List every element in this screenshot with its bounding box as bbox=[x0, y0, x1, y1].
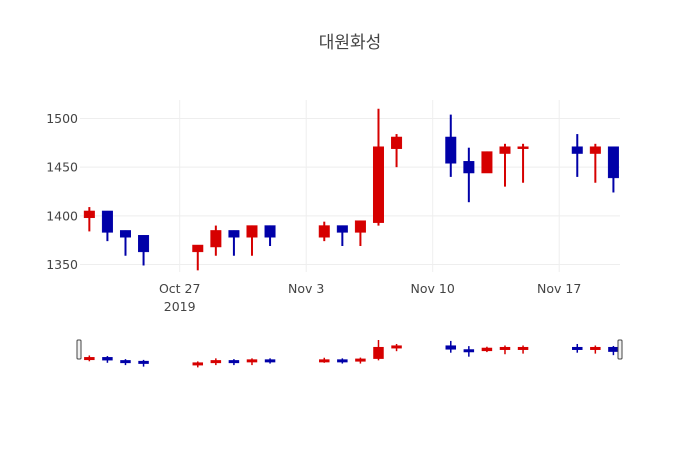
candle-body bbox=[228, 230, 240, 238]
y-tick-label: 1350 bbox=[46, 257, 78, 272]
candle-body bbox=[119, 230, 131, 238]
candle[interactable] bbox=[228, 230, 240, 256]
y-gridlines bbox=[80, 118, 620, 265]
range-slider[interactable] bbox=[76, 339, 623, 368]
candle[interactable] bbox=[119, 230, 131, 256]
candle-body bbox=[445, 136, 457, 164]
candle[interactable] bbox=[336, 225, 348, 247]
mini-candle bbox=[246, 358, 258, 366]
candle-body bbox=[336, 225, 348, 233]
candle-body bbox=[463, 161, 475, 174]
mini-candle bbox=[517, 345, 529, 354]
candle[interactable] bbox=[83, 207, 95, 232]
mini-candle bbox=[499, 345, 511, 355]
candle-body bbox=[101, 210, 113, 233]
candle[interactable] bbox=[481, 151, 493, 174]
candle[interactable] bbox=[210, 225, 222, 256]
x-axis-tick-labels: Oct 27 2019 Nov 3 Nov 10 Nov 17 bbox=[159, 281, 581, 314]
candle-body bbox=[318, 225, 330, 238]
candle-body bbox=[138, 235, 150, 253]
mini-candle bbox=[445, 340, 457, 353]
mini-candle bbox=[138, 359, 149, 367]
main-plot-candles[interactable] bbox=[83, 108, 619, 271]
candle[interactable] bbox=[372, 108, 384, 226]
candle-body bbox=[571, 146, 583, 154]
mini-candle bbox=[391, 343, 402, 352]
x-gridlines bbox=[179, 100, 560, 272]
candle[interactable] bbox=[463, 147, 475, 203]
mini-candle bbox=[264, 358, 276, 364]
candle-body bbox=[246, 225, 258, 238]
mini-candle bbox=[337, 358, 348, 364]
candle-body bbox=[264, 225, 276, 238]
candle-body bbox=[517, 146, 529, 149]
candle[interactable] bbox=[318, 221, 330, 242]
x-tick-year-label: 2019 bbox=[164, 299, 196, 314]
candle[interactable] bbox=[354, 220, 366, 247]
candle-body bbox=[481, 151, 493, 174]
mini-candle bbox=[355, 357, 366, 364]
candle[interactable] bbox=[101, 210, 113, 242]
mini-candle bbox=[102, 356, 113, 363]
y-tick-label: 1450 bbox=[46, 160, 78, 175]
x-tick-label: Nov 3 bbox=[288, 281, 324, 296]
mini-candle bbox=[319, 357, 330, 363]
x-tick-label: Oct 27 bbox=[159, 281, 201, 296]
candle[interactable] bbox=[138, 235, 150, 266]
mini-candle bbox=[590, 345, 601, 354]
candle-body bbox=[210, 230, 222, 248]
range-slider-preview-candles bbox=[84, 340, 619, 368]
y-tick-label: 1400 bbox=[46, 208, 78, 223]
mini-candle bbox=[120, 359, 131, 366]
x-tick-label: Nov 17 bbox=[537, 281, 581, 296]
candle[interactable] bbox=[445, 114, 457, 177]
candle[interactable] bbox=[517, 143, 529, 183]
candle[interactable] bbox=[499, 143, 511, 187]
candle[interactable] bbox=[192, 244, 204, 271]
x-tick-label: Nov 10 bbox=[411, 281, 455, 296]
candle-body bbox=[354, 220, 366, 233]
chart-title: 대원화성 bbox=[319, 33, 382, 53]
candle[interactable] bbox=[264, 225, 276, 247]
candle-body bbox=[192, 244, 204, 253]
candle-body bbox=[391, 136, 403, 149]
range-slider-left-handle[interactable] bbox=[76, 339, 82, 360]
mini-candle bbox=[572, 343, 583, 353]
mini-candle bbox=[481, 346, 493, 353]
candle-body bbox=[372, 146, 384, 223]
y-tick-label: 1500 bbox=[46, 111, 78, 126]
mini-candle bbox=[608, 345, 619, 356]
mini-candle bbox=[463, 346, 475, 357]
mini-candle bbox=[210, 358, 222, 366]
mini-candle bbox=[192, 361, 204, 368]
candle[interactable] bbox=[246, 225, 258, 256]
candle[interactable] bbox=[571, 134, 583, 177]
candle[interactable] bbox=[589, 143, 601, 183]
y-axis-tick-labels: 1350 1400 1450 1500 bbox=[46, 111, 78, 272]
mini-candle bbox=[228, 359, 240, 366]
candle-body bbox=[499, 146, 511, 154]
candle-body bbox=[589, 146, 601, 154]
range-slider-right-handle[interactable] bbox=[617, 339, 623, 360]
candle-body bbox=[607, 146, 619, 179]
mini-candle bbox=[373, 340, 384, 361]
mini-candle bbox=[84, 355, 95, 362]
candle[interactable] bbox=[391, 134, 403, 168]
candle[interactable] bbox=[607, 146, 619, 193]
candle-body bbox=[83, 210, 95, 219]
